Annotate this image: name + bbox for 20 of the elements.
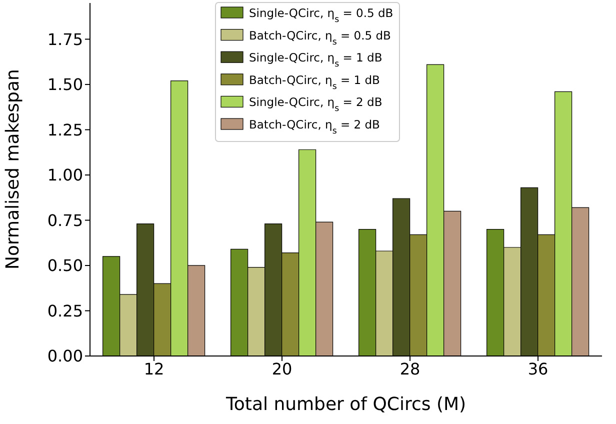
legend-label: Batch-QCirc, η$_{s}$ = 2 dB (249, 118, 380, 136)
y-tick-label: 0.25 (47, 301, 83, 320)
x-tick-label: 28 (400, 359, 420, 378)
y-tick-label: 1.00 (47, 166, 83, 185)
x-axis-title: Total number of QCircs (M) (224, 394, 466, 415)
legend-label: Single-QCirc, η$_{s}$ = 2 dB (249, 95, 382, 114)
x-tick-label: 12 (144, 359, 164, 378)
y-tick-label: 1.50 (47, 75, 83, 94)
legend-label: Batch-QCirc, η$_{s}$ = 1 dB (249, 72, 380, 92)
y-tick-label: 0.00 (47, 346, 83, 366)
x-tick-label: 20 (272, 359, 292, 378)
y-axis-title: Normalised makespan (2, 69, 24, 270)
legend-label: Single-QCirc, η$_{s}$ = 0.5 dB (249, 6, 394, 25)
legend-label: Batch-QCirc, η$_{s}$ = 0.5 dB (249, 28, 392, 48)
legend-label: Single-QCirc, η$_{s}$ = 1 dB (249, 50, 382, 70)
x-tick-label: 36 (528, 359, 548, 378)
y-tick-label: 0.75 (47, 210, 83, 230)
y-tick-label: 1.75 (47, 30, 83, 49)
y-tick-label: 1.25 (47, 120, 83, 140)
y-tick-label: 0.50 (47, 256, 83, 276)
